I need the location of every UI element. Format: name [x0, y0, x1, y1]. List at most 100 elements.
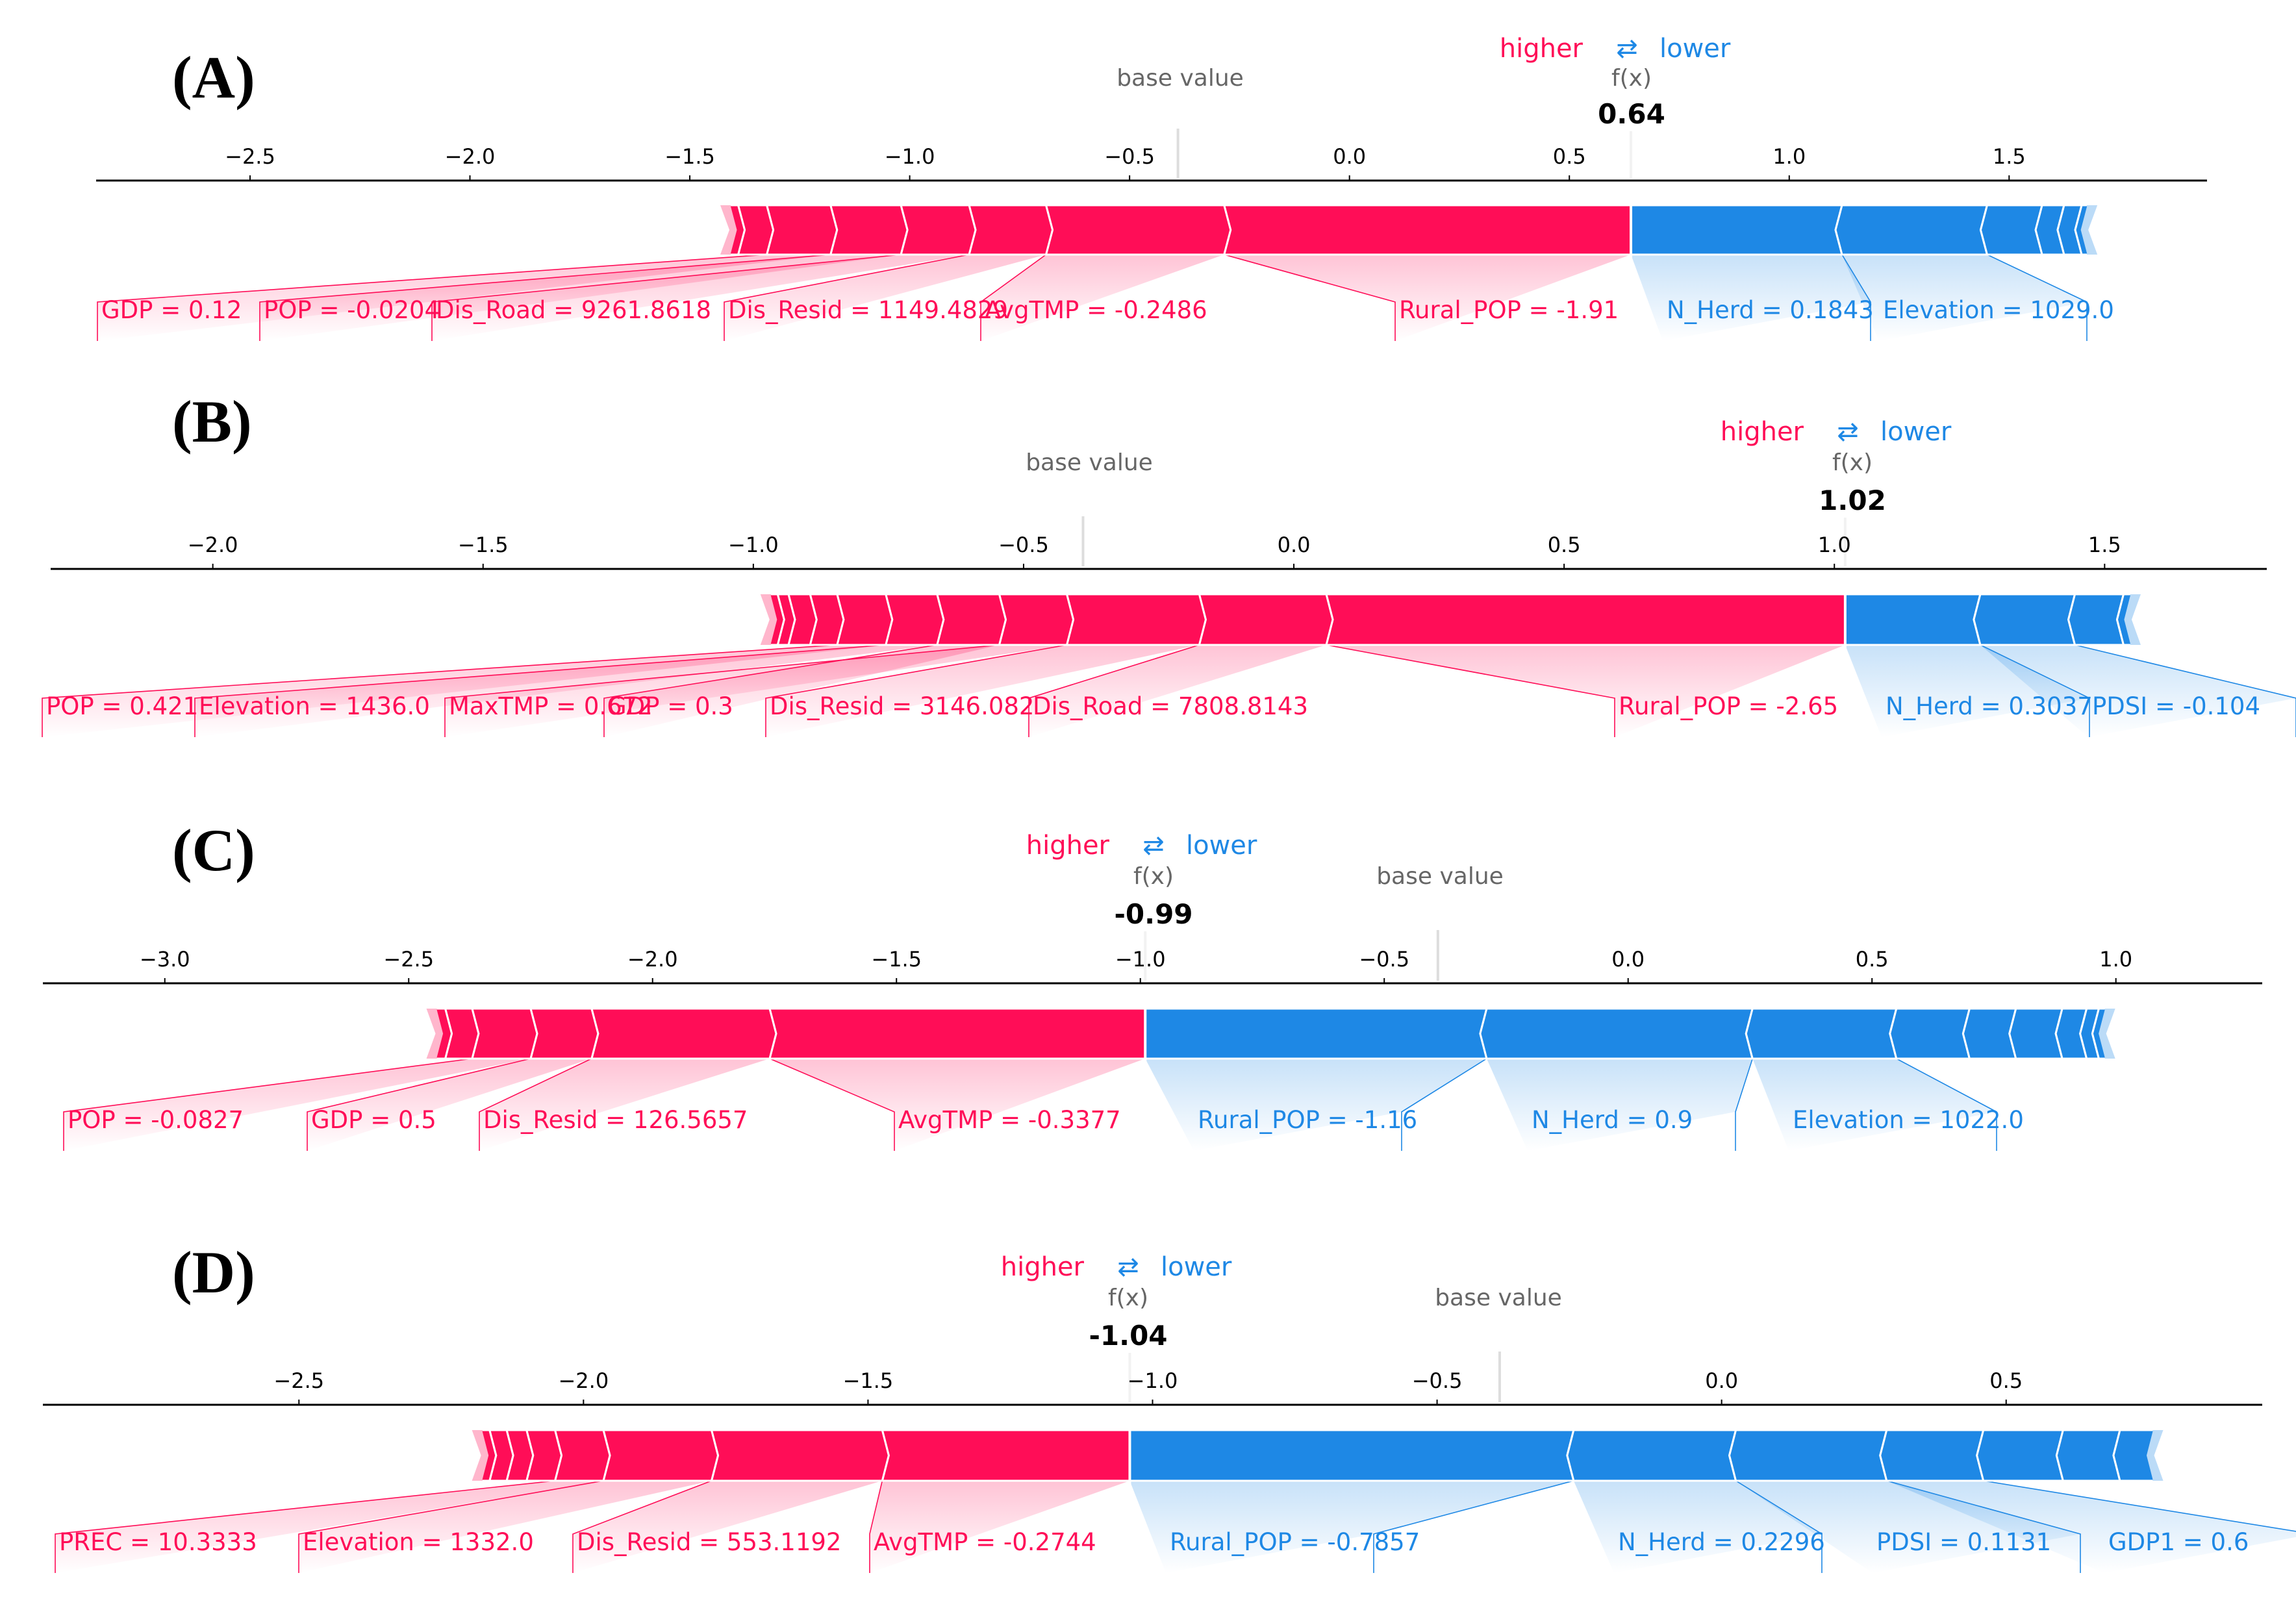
feature-connector — [42, 644, 837, 737]
feature-shade — [1735, 1481, 2080, 1573]
panel-label: (A) — [172, 44, 255, 110]
lower-segment — [1728, 1429, 1888, 1482]
lower-segment — [2112, 1429, 2156, 1482]
feature-connector — [479, 1058, 592, 1151]
feature-shade — [195, 645, 937, 737]
feature-shade — [1980, 645, 2296, 737]
feature-connector — [1028, 644, 1200, 737]
lower-segment — [1979, 204, 2044, 256]
feature-connector — [1224, 254, 1396, 341]
higher-end-cap — [426, 1009, 445, 1059]
feature-shade — [1145, 1059, 1487, 1151]
feature-shade — [1845, 645, 2089, 737]
feature-label-higher: POP = 0.421 — [46, 692, 198, 720]
legend: higher ⇄ lower — [1026, 831, 1257, 861]
higher-segment — [529, 1007, 599, 1060]
higher-segment — [1325, 593, 1847, 646]
higher-segment — [998, 593, 1075, 646]
x-tick-label: −1.5 — [458, 533, 509, 557]
feature-label-higher: GDP = 0.5 — [311, 1106, 436, 1134]
feature-shade — [1029, 645, 1326, 737]
feature-label-higher: Dis_Resid = 126.5657 — [483, 1106, 748, 1134]
feature-label-lower: GDP1 = 0.6 — [2108, 1528, 2249, 1556]
lower-segment — [1844, 593, 1982, 646]
lower-end-cap — [2079, 205, 2098, 255]
legend-higher-label: higher — [1026, 831, 1110, 861]
feature-shade — [604, 645, 1000, 737]
swap-arrows-icon: ⇄ — [1142, 831, 1165, 861]
feature-label-higher: POP = -0.0827 — [68, 1106, 244, 1134]
lower-segment — [1962, 1007, 2017, 1060]
higher-segment — [835, 593, 894, 646]
lower-segment — [1976, 1429, 2065, 1482]
feature-shade — [432, 255, 970, 341]
feature-shade — [769, 1059, 1146, 1151]
higher-segment — [829, 204, 909, 256]
feature-shade — [260, 255, 902, 341]
feature-label-higher: PREC = 10.3333 — [59, 1528, 257, 1556]
feature-shade — [981, 255, 1224, 341]
feature-shade — [870, 1481, 1130, 1573]
x-tick-label: −2.5 — [383, 947, 434, 972]
feature-connector — [1373, 1480, 1574, 1573]
lower-segment — [2067, 593, 2125, 646]
legend-higher-label: higher — [1500, 34, 1583, 64]
x-tick-label: 0.0 — [1611, 947, 1645, 972]
feature-shade — [573, 1481, 883, 1573]
x-tick-label: 1.0 — [1818, 533, 1851, 557]
legend-lower-label: lower — [1186, 831, 1257, 861]
force-plot-panel-b: (B) higher ⇄ lower base value f(x) 1.02 −2.0 −1.… — [42, 388, 2296, 737]
feature-shade — [1129, 1481, 1574, 1573]
feature-shade — [55, 1481, 604, 1573]
feature-shade — [1326, 645, 1845, 737]
lower-segment — [1879, 1429, 1985, 1482]
force-bars — [760, 593, 2141, 707]
legend-higher-label: higher — [1721, 417, 1804, 447]
x-tick-label: 0.5 — [1856, 947, 1889, 972]
lower-segment — [2115, 593, 2133, 646]
lower-segment — [1889, 1007, 1971, 1060]
feature-label-lower: N_Herd = 0.9 — [1532, 1106, 1693, 1134]
feature-shade — [1573, 1481, 1822, 1573]
x-tick-label: −0.5 — [998, 533, 1049, 557]
fx-value: -0.99 — [1114, 898, 1192, 930]
feature-label-lower: N_Herd = 0.1843 — [1667, 296, 1874, 324]
label-shading: AvgTMP = -0.3377 Dis_Resid = 126.5657 GDP … — [63, 1058, 2024, 1151]
higher-segment — [590, 1007, 777, 1060]
x-tick-label: −2.5 — [225, 144, 275, 169]
feature-shade — [766, 645, 1200, 737]
force-plot-panel-a: (A) higher ⇄ lower base value f(x) 0.64 −2.5 −2.… — [96, 34, 2207, 341]
feature-shade — [1486, 1059, 1753, 1151]
higher-segment — [434, 1007, 453, 1060]
higher-segment — [602, 1429, 720, 1482]
x-tick-label: −1.0 — [885, 144, 935, 169]
label-shading: Rural_POP = -1.91 AvgTMP = -0.2486Dis_Res… — [97, 254, 2114, 341]
x-tick-label: 0.5 — [1989, 1368, 2023, 1393]
lower-segment — [1479, 1007, 1754, 1060]
legend: higher ⇄ lower — [1001, 1252, 1232, 1282]
x-tick-label: −2.0 — [558, 1368, 609, 1393]
x-tick-label: −1.5 — [871, 947, 922, 972]
higher-segment — [553, 1429, 611, 1482]
lower-segment — [2055, 1429, 2121, 1482]
feature-connector — [1987, 254, 2088, 341]
feature-connector — [1326, 644, 1615, 737]
lower-segment — [1566, 1429, 1737, 1482]
higher-segment — [479, 1429, 498, 1482]
higher-segment — [470, 1007, 538, 1060]
feature-connector — [63, 1058, 472, 1151]
higher-segment — [1044, 204, 1232, 256]
lower-segment — [1128, 1429, 1575, 1482]
higher-end-cap — [720, 205, 738, 255]
fx-label: f(x) — [1108, 1285, 1148, 1311]
higher-segment — [1065, 593, 1207, 646]
x-tick-label: −1.0 — [728, 533, 779, 557]
x-tick-label: 0.0 — [1333, 144, 1366, 169]
higher-segment — [728, 204, 746, 256]
feature-shade — [1886, 1481, 2296, 1573]
feature-connector — [980, 254, 1046, 341]
x-tick-label: −0.5 — [1104, 144, 1155, 169]
feature-shade — [1842, 255, 2087, 341]
higher-segment — [768, 593, 785, 646]
base-value-label: base value — [1435, 1285, 1562, 1311]
